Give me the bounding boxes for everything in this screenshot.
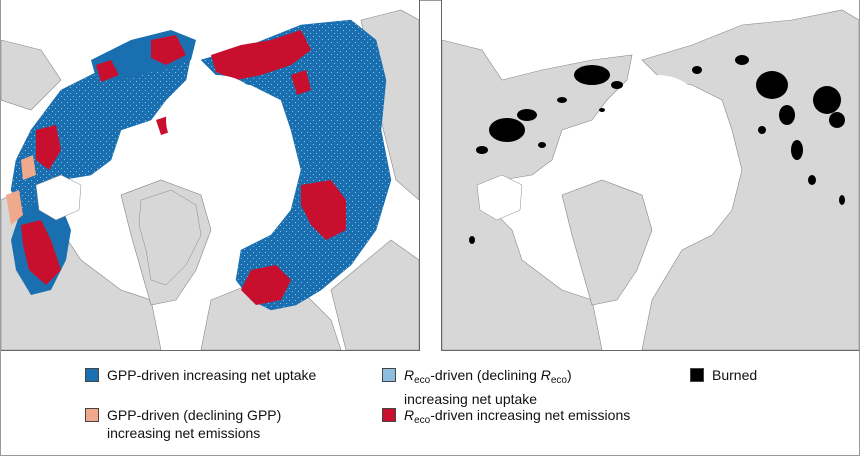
greenland-ice — [138, 189, 202, 286]
burned-patches — [469, 55, 845, 244]
swatch-gpp-uptake — [85, 368, 99, 382]
legend-reco-uptake-label-1: Reco-driven (declining Reco) — [404, 367, 572, 386]
legend-burned-label: Burned — [712, 367, 758, 383]
legend-gpp-emissions-label-2: increasing net emissions — [107, 425, 261, 441]
arctic-ocean — [607, 75, 707, 165]
legend-reco-emissions-label: Reco-driven increasing net emissions — [404, 407, 631, 426]
legend-gpp-emissions: GPP-driven (declining GPP) increasing ne… — [85, 406, 281, 442]
hudson-bay — [476, 174, 523, 221]
legend-reco-uptake-label-2: increasing net uptake — [404, 391, 538, 407]
swatch-gpp-emissions — [85, 408, 99, 422]
land-eurasia — [641, 9, 859, 350]
arctic-ocean — [166, 75, 266, 165]
land-greenland — [561, 179, 653, 306]
hudson-bay — [35, 174, 82, 221]
right-map — [442, 0, 859, 350]
gpp-emission-patches — [6, 155, 36, 225]
legend-reco-uptake: Reco-driven (declining Reco) increasing … — [382, 366, 572, 408]
region-eurasia-boreal — [200, 19, 392, 311]
legend-gpp-uptake-label: GPP-driven increasing net uptake — [107, 367, 317, 383]
legend-gpp-uptake: GPP-driven increasing net uptake — [85, 366, 316, 384]
reco-emission-patches — [21, 30, 346, 305]
legend-burned: Burned — [690, 366, 757, 384]
swatch-reco-uptake — [382, 368, 396, 382]
land-asia-south — [330, 239, 419, 350]
legend-gpp-emissions-label-1: GPP-driven (declining GPP) — [107, 407, 282, 423]
right-map-panel — [441, 0, 859, 351]
land-top-left — [1, 39, 62, 111]
land-north-america — [442, 39, 633, 350]
swatch-reco-emissions — [382, 408, 396, 422]
left-map-panel — [1, 0, 420, 351]
swatch-burned — [690, 368, 704, 382]
legend-reco-emissions: Reco-driven increasing net emissions — [382, 406, 630, 430]
left-map — [1, 0, 419, 350]
